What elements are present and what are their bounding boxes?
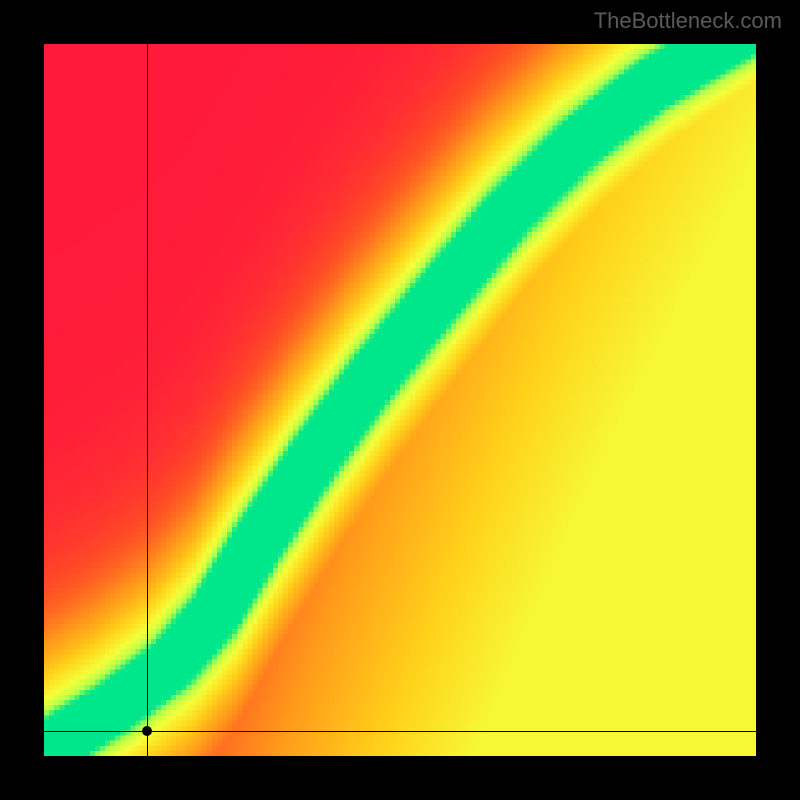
heatmap-canvas [44,44,756,756]
plot-area [44,44,756,756]
attribution-watermark: TheBottleneck.com [594,8,782,34]
selection-marker [142,726,152,736]
crosshair-vertical [147,44,148,756]
